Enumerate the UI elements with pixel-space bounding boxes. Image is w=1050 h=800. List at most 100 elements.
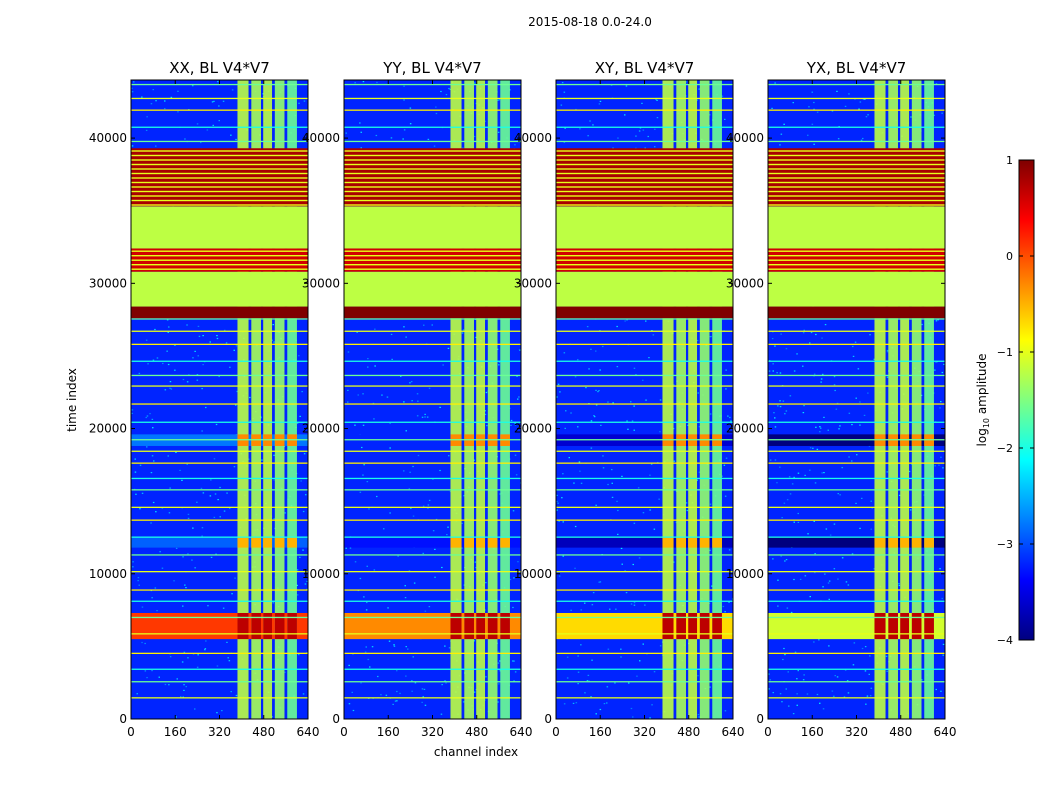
noise-pixel [939, 568, 941, 570]
rfi-channel-band [500, 80, 510, 719]
flag-stripe [556, 554, 733, 556]
noise-pixel [577, 655, 579, 657]
noise-pixel [698, 716, 700, 718]
noise-pixel [517, 398, 519, 400]
noise-pixel [272, 602, 274, 604]
y-tick-label: 10000 [726, 567, 764, 581]
x-tick-label: 480 [465, 725, 488, 739]
noise-pixel [865, 116, 868, 118]
flagged-stripe [344, 172, 521, 175]
noise-pixel [141, 641, 143, 644]
flag-stripe [344, 450, 521, 452]
rfi-burst [688, 537, 698, 548]
noise-pixel [886, 376, 889, 378]
noise-pixel [825, 528, 828, 530]
noise-pixel [218, 120, 220, 122]
flag-stripe [768, 403, 945, 405]
noise-pixel [852, 345, 854, 348]
flag-stripe [556, 633, 733, 635]
noise-pixel [174, 369, 176, 371]
rfi-channel-band [662, 80, 674, 719]
noise-pixel [389, 512, 391, 514]
panel-3: XY, BL V4*V7 0 160 320 480 640 0 10000 20000 3000… [514, 59, 745, 739]
flagged-stripe [556, 268, 733, 270]
noise-pixel [249, 420, 252, 422]
noise-pixel [673, 561, 675, 563]
noise-pixel [779, 400, 781, 402]
noise-pixel [941, 112, 943, 114]
noise-pixel [771, 338, 774, 340]
noise-pixel [133, 81, 135, 83]
noise-pixel [909, 509, 912, 511]
noise-pixel [166, 319, 169, 321]
rfi-channel-band [888, 80, 898, 719]
noise-pixel [367, 658, 369, 661]
noise-pixel [769, 459, 772, 461]
noise-pixel [867, 114, 869, 116]
rfi-channel-band [487, 80, 498, 719]
noise-pixel [383, 528, 385, 530]
noise-pixel [898, 584, 901, 587]
flag-stripe [344, 616, 521, 619]
noise-pixel [131, 145, 134, 147]
noise-pixel [864, 646, 867, 648]
noise-pixel [510, 424, 512, 426]
noise-pixel [273, 341, 275, 343]
noise-pixel [558, 520, 560, 522]
x-tick-label: 640 [722, 725, 745, 739]
flag-stripe [768, 450, 945, 452]
noise-pixel [139, 508, 141, 510]
noise-pixel [779, 144, 781, 146]
noise-pixel [360, 682, 362, 684]
noise-pixel [186, 463, 188, 465]
noise-pixel [811, 123, 814, 125]
y-tick-label: 20000 [514, 422, 552, 436]
noise-pixel [612, 402, 614, 404]
noise-pixel [813, 520, 815, 522]
rfi-burst [464, 537, 474, 548]
noise-pixel [362, 81, 365, 83]
noise-pixel [633, 602, 636, 604]
noise-pixel [228, 660, 231, 662]
noise-pixel [201, 535, 203, 537]
flag-stripe [556, 318, 733, 320]
noise-pixel [497, 131, 500, 133]
noise-pixel [498, 364, 500, 366]
noise-pixel [564, 127, 566, 129]
rfi-burst [476, 537, 486, 548]
noise-pixel [400, 375, 402, 377]
noise-pixel [391, 358, 393, 360]
flag-stripe [556, 697, 733, 699]
noise-pixel [827, 429, 829, 431]
noise-pixel [774, 459, 777, 461]
noise-pixel [192, 357, 194, 359]
noise-pixel [779, 693, 782, 695]
rfi-channel-band [476, 80, 486, 719]
noise-pixel [599, 369, 601, 371]
noise-pixel [354, 561, 357, 563]
noise-pixel [648, 357, 650, 359]
figure-suptitle: 2015-08-18 0.0-24.0 [528, 15, 652, 29]
rfi-burst [699, 537, 710, 548]
noise-pixel [376, 81, 378, 84]
noise-pixel [935, 361, 937, 363]
flagged-stripe [768, 199, 945, 202]
noise-pixel [698, 88, 700, 90]
noise-pixel [870, 687, 873, 689]
noise-pixel [563, 352, 566, 354]
noise-pixel [584, 602, 586, 604]
noise-pixel [628, 682, 630, 684]
noise-pixel [230, 134, 232, 136]
noise-pixel [154, 587, 157, 589]
noise-pixel [579, 470, 581, 472]
noise-pixel [624, 114, 626, 116]
noise-pixel [556, 509, 558, 511]
noise-pixel [417, 454, 420, 457]
noise-pixel [347, 389, 349, 391]
noise-pixel [828, 580, 831, 582]
noise-pixel [362, 393, 364, 395]
noise-pixel [591, 604, 594, 606]
noise-pixel [580, 644, 582, 646]
noise-pixel [564, 427, 566, 429]
rfi-burst [476, 612, 486, 640]
